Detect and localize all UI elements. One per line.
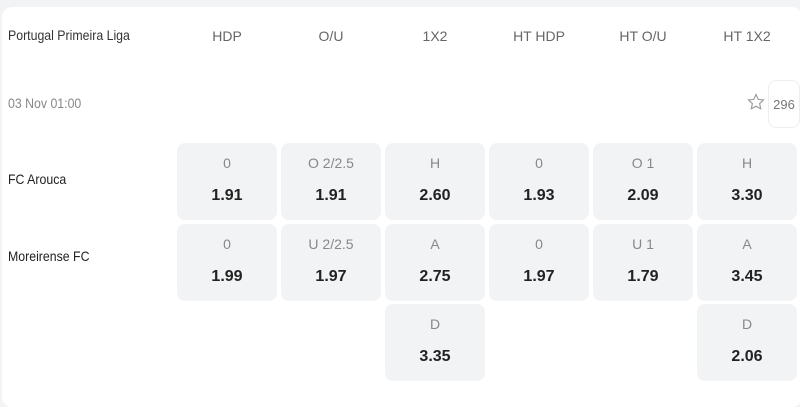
odds-line: H: [741, 155, 753, 171]
odds-button[interactable]: A 2.75: [385, 224, 485, 301]
odds-button[interactable]: H 3.30: [697, 143, 797, 220]
odds-button[interactable]: U 1 1.79: [593, 224, 693, 301]
column-header: HDP: [212, 28, 242, 44]
odds-value: 1.79: [627, 268, 659, 285]
odds-line: 0: [223, 236, 231, 252]
odds-value: 2.06: [731, 348, 763, 365]
match-time: 03 Nov 01:00: [8, 95, 82, 111]
odds-line: 0: [223, 155, 231, 171]
odds-line: H: [429, 155, 441, 171]
odds-line: D: [741, 316, 753, 332]
odds-button[interactable]: 0 1.97: [489, 224, 589, 301]
column-header: O/U: [318, 28, 344, 44]
odds-value: 1.97: [523, 268, 555, 285]
odds-button[interactable]: 0 1.91: [177, 143, 277, 220]
odds-line: U 1: [632, 236, 654, 252]
odds-line: U 2/2.5: [308, 236, 354, 252]
odds-button[interactable]: 0 1.93: [489, 143, 589, 220]
column-header: HT 1X2: [723, 28, 771, 44]
odds-value: 1.91: [211, 187, 243, 204]
odds-button[interactable]: O 2/2.5 1.91: [281, 143, 381, 220]
odds-line: A: [742, 236, 752, 252]
odds-value: 3.35: [419, 348, 451, 365]
odds-line: A: [430, 236, 440, 252]
odds-button[interactable]: D 3.35: [385, 304, 485, 381]
odds-line: O 1: [631, 155, 655, 171]
odds-value: 1.91: [315, 187, 347, 204]
star-outline-icon[interactable]: [747, 92, 765, 112]
odds-button[interactable]: 0 1.99: [177, 224, 277, 301]
odds-line: 0: [535, 155, 543, 171]
more-markets-button[interactable]: 296: [768, 80, 800, 128]
league-name: Portugal Primeira Liga: [8, 27, 130, 43]
odds-value: 2.09: [627, 187, 659, 204]
away-team: Moreirense FC: [8, 248, 90, 264]
odds-button[interactable]: H 2.60: [385, 143, 485, 220]
odds-button[interactable]: U 2/2.5 1.97: [281, 224, 381, 301]
odds-button[interactable]: D 2.06: [697, 304, 797, 381]
home-team: FC Arouca: [8, 171, 67, 187]
odds-button[interactable]: O 1 2.09: [593, 143, 693, 220]
odds-value: 1.97: [315, 268, 347, 285]
odds-value: 1.99: [211, 268, 243, 285]
odds-value: 2.75: [419, 268, 451, 285]
column-header: HT HDP: [513, 28, 565, 44]
column-header: 1X2: [422, 28, 448, 44]
column-header: HT O/U: [619, 28, 667, 44]
odds-line: D: [429, 316, 441, 332]
odds-line: O 2/2.5: [308, 155, 354, 171]
odds-line: 0: [535, 236, 543, 252]
odds-button[interactable]: A 3.45: [697, 224, 797, 301]
odds-value: 3.30: [731, 187, 763, 204]
odds-value: 1.93: [523, 187, 555, 204]
odds-value: 3.45: [731, 268, 763, 285]
odds-value: 2.60: [419, 187, 451, 204]
